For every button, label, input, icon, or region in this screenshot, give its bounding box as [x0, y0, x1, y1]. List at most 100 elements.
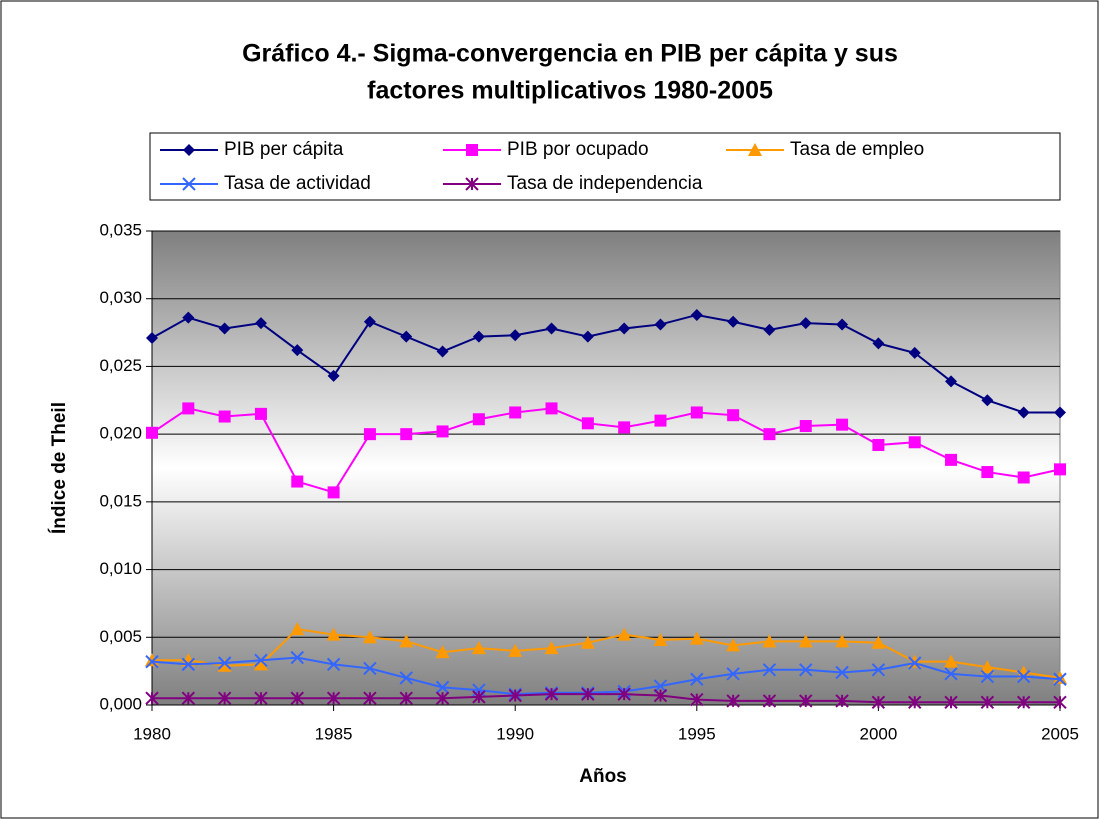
marker: [217, 656, 232, 670]
marker: [690, 308, 703, 321]
marker: [182, 402, 195, 415]
marker: [654, 414, 667, 427]
marker: [690, 672, 704, 686]
marker: [254, 317, 267, 330]
marker: [763, 323, 776, 336]
x-axis-label: Años: [579, 766, 627, 787]
marker: [872, 337, 885, 350]
series-line: [152, 693, 1060, 704]
marker: [399, 691, 413, 705]
legend-label: Tasa de independencia: [507, 173, 703, 194]
marker: [908, 695, 922, 709]
marker: [762, 634, 777, 648]
marker: [981, 394, 994, 407]
marker: [183, 144, 195, 156]
x-tick-label: 1985: [315, 724, 353, 743]
y-axis-label: Índice de Theil: [48, 402, 70, 534]
marker: [871, 635, 886, 649]
x-tick-label: 1990: [496, 724, 534, 743]
marker: [544, 687, 559, 701]
marker: [1016, 665, 1031, 679]
marker: [326, 691, 341, 705]
marker: [981, 466, 994, 479]
marker: [944, 667, 958, 681]
marker: [1017, 406, 1030, 419]
legend-label: Tasa de empleo: [790, 139, 924, 160]
marker: [181, 653, 196, 667]
chart-title: factores multiplicativos 1980-2005: [367, 77, 773, 105]
marker: [399, 671, 413, 685]
marker: [727, 409, 740, 422]
marker: [146, 331, 158, 344]
marker: [763, 428, 776, 441]
marker: [835, 694, 849, 708]
chart-title: Gráfico 4.- Sigma-convergencia en PIB pe…: [242, 40, 898, 68]
marker: [472, 690, 486, 704]
series-line: [152, 628, 1061, 679]
marker: [690, 692, 704, 707]
x-tick-label: 2005: [1041, 724, 1079, 743]
marker: [1017, 471, 1030, 484]
y-tick-label: 0,035: [99, 220, 142, 239]
marker: [762, 694, 777, 708]
marker: [182, 177, 196, 191]
marker: [653, 632, 668, 646]
marker: [363, 315, 376, 328]
y-tick-label: 0,005: [99, 627, 142, 646]
marker: [871, 663, 886, 677]
marker: [980, 695, 995, 709]
marker: [1053, 695, 1067, 709]
marker: [466, 144, 478, 156]
marker: [836, 318, 849, 331]
marker: [327, 486, 340, 499]
marker: [944, 695, 958, 709]
y-tick-label: 0,000: [99, 694, 142, 713]
marker: [871, 695, 886, 709]
marker: [799, 663, 813, 677]
marker: [726, 667, 740, 681]
marker: [762, 663, 777, 677]
series-line: [151, 313, 1060, 414]
marker: [835, 665, 849, 680]
y-tick-label: 0,025: [99, 356, 142, 375]
marker: [509, 329, 522, 342]
marker: [435, 691, 450, 705]
series-line: [151, 407, 1061, 494]
marker: [654, 318, 667, 331]
marker: [980, 669, 995, 684]
marker: [217, 691, 232, 705]
marker: [798, 634, 813, 648]
marker: [1053, 670, 1067, 684]
marker: [690, 406, 703, 419]
marker: [472, 413, 485, 426]
marker: [544, 641, 559, 655]
y-tick-label: 0,010: [99, 559, 142, 578]
marker: [254, 691, 268, 705]
marker: [618, 322, 631, 335]
marker: [508, 688, 522, 703]
marker: [653, 688, 668, 703]
marker: [145, 654, 159, 669]
marker: [362, 630, 377, 644]
marker: [689, 631, 704, 645]
marker: [980, 660, 995, 674]
marker: [1054, 463, 1066, 476]
marker: [291, 344, 304, 357]
marker: [836, 418, 849, 431]
marker: [400, 428, 413, 441]
marker: [799, 420, 812, 433]
marker: [908, 656, 922, 670]
marker: [618, 421, 631, 434]
marker: [471, 641, 486, 655]
marker: [945, 375, 958, 388]
marker: [545, 322, 558, 335]
y-tick-label: 0,020: [99, 424, 142, 443]
marker: [290, 691, 304, 705]
marker: [799, 317, 812, 330]
marker: [653, 679, 668, 693]
marker: [581, 417, 594, 430]
marker: [291, 475, 304, 488]
marker: [581, 687, 595, 701]
marker: [617, 687, 631, 701]
